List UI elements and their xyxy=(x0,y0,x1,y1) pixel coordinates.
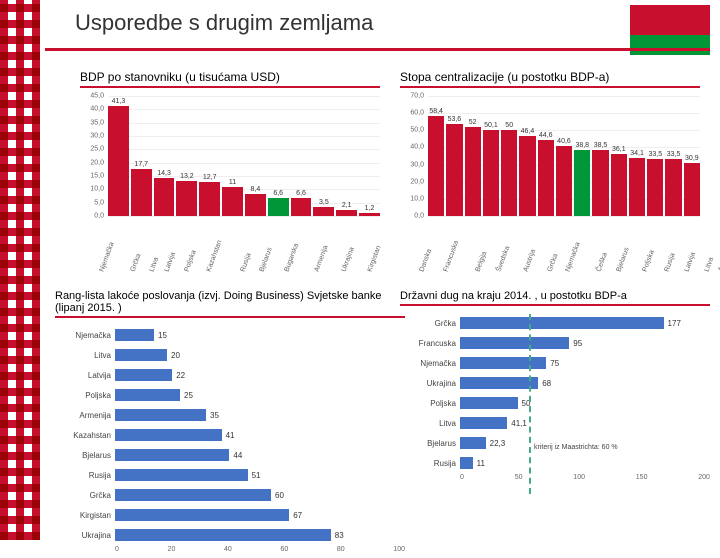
title-underline xyxy=(45,48,710,51)
ornament-pattern xyxy=(0,0,40,540)
page-title: Usporedbe s drugim zemljama xyxy=(75,10,373,36)
chart-title: Stopa centralizacije (u postotku BDP-a) xyxy=(400,70,700,84)
chart-gdp-per-capita: BDP po stanovniku (u tisućama USD) 0,05,… xyxy=(80,70,380,216)
chart-centralization: Stopa centralizacije (u postotku BDP-a) … xyxy=(400,70,700,216)
chart-title: Rang-lista lakoće poslovanja (izvj. Doin… xyxy=(55,290,405,314)
chart-title: Državni dug na kraju 2014. , u postotku … xyxy=(400,290,710,302)
chart-title: BDP po stanovniku (u tisućama USD) xyxy=(80,70,380,84)
chart-public-debt: Državni dug na kraju 2014. , u postotku … xyxy=(400,290,710,486)
chart-doing-business: Rang-lista lakoće poslovanja (izvj. Doin… xyxy=(55,290,405,558)
